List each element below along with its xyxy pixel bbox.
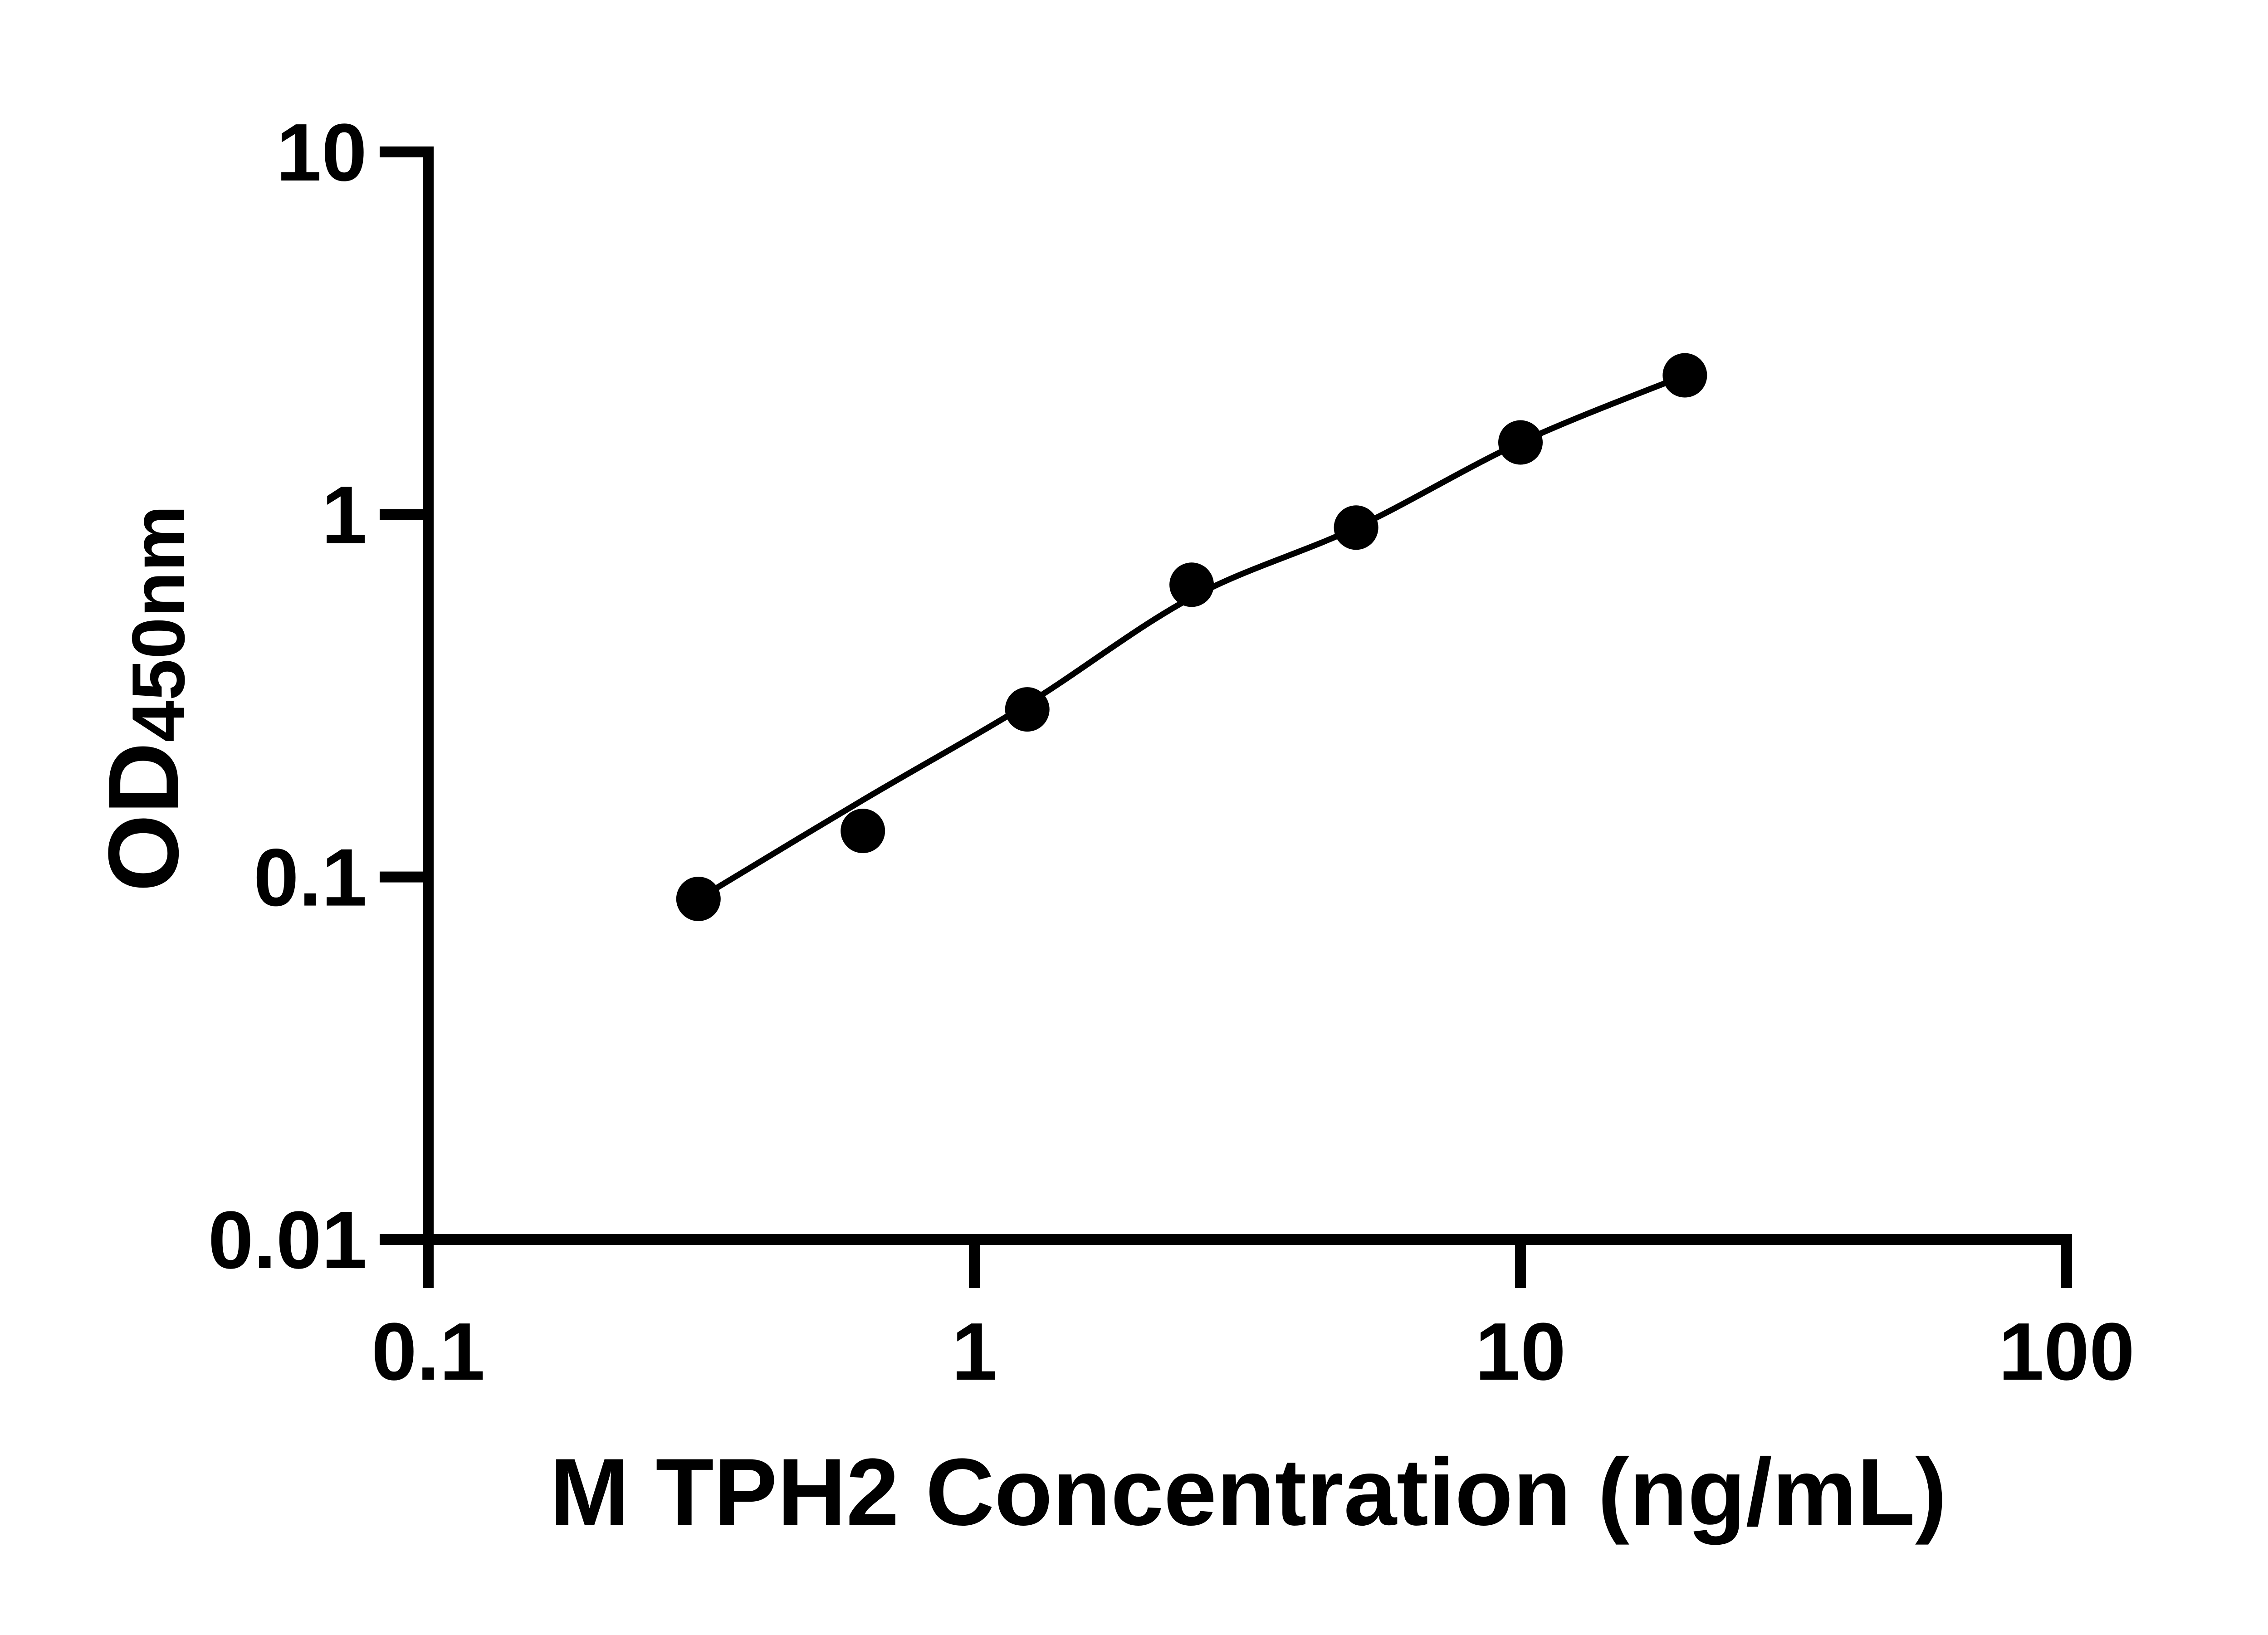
data-point-0.625ng-ml [841, 809, 885, 854]
y-axis-title-base: OD [88, 742, 199, 892]
y-tick-label-0.01: 0.01 [208, 1195, 367, 1286]
data-point-5ng-ml [1334, 505, 1378, 550]
data-points [676, 353, 1707, 921]
data-point-1.25ng-ml [1005, 687, 1050, 732]
data-point-10ng-ml [1498, 420, 1543, 465]
axes [380, 146, 2072, 1288]
x-axis-title: M TPH2 Concentration (ng/mL) [550, 1439, 1947, 1545]
x-tick-label-10: 10 [1475, 1306, 1566, 1397]
data-point-0.3125ng-ml [676, 877, 721, 921]
y-tick-label-0.1: 0.1 [254, 832, 367, 923]
data-point-2.5ng-ml [1169, 562, 1214, 607]
y-tick-label-10: 10 [276, 107, 367, 198]
y-tick-label-1: 1 [322, 469, 367, 561]
y-axis-title-subscript: 450nm [117, 505, 200, 742]
x-tick-label-0.1: 0.1 [371, 1306, 485, 1397]
x-tick-label-100: 100 [1999, 1306, 2135, 1397]
x-tick-label-1: 1 [952, 1306, 997, 1397]
data-point-20ng-ml [1662, 353, 1707, 398]
y-axis-title: OD450nm [88, 505, 200, 892]
